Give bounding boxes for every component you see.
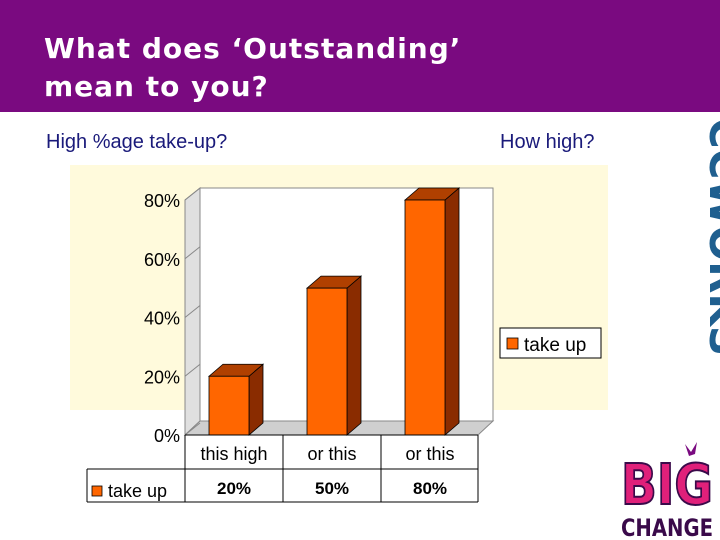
big-change-logo: BIG CHANGE [620,442,714,540]
y-tick-label: 80% [144,191,180,211]
right-label: How high? [500,131,595,153]
bar-side [346,275,362,436]
category-label: or this [307,444,356,464]
gridline-tick [184,187,201,201]
table-row-label: take up [108,481,167,501]
bar-front [208,375,250,436]
big-change-logo-bottom: CHANGE [621,514,713,540]
category-label: or this [405,444,454,464]
category-label: this high [200,444,267,464]
bar [207,363,265,436]
legend: take up [499,327,602,359]
table-value: 50% [315,479,349,498]
bar-front [404,199,446,436]
y-tick-label: 40% [144,309,180,329]
gridline-tick [184,363,201,377]
gridlines [184,187,201,436]
table-value: 20% [217,479,251,498]
y-tick-label: 20% [144,367,180,387]
ccworks-logo-text: CCWORKS [699,118,720,356]
y-tick-label: 0% [154,426,180,446]
bars [207,187,461,436]
bar [305,275,363,436]
gridline-tick [184,305,201,318]
slide-title: What does ‘Outstanding’ mean to you? [44,32,462,103]
bar-front [306,287,348,436]
big-change-logo-top: BIG [621,453,713,518]
ccworks-logo: CCWORKS [699,118,720,356]
legend-swatch [506,337,519,350]
butterfly-icon [685,442,697,456]
left-label: High %age take-up? [46,131,228,153]
gridline-tick [184,246,201,260]
table-legend-swatch [91,485,103,497]
y-axis-ticks: 0% 20% 40% 60% 80% [144,191,180,446]
y-tick-label: 60% [144,250,180,270]
bar-side [444,187,460,436]
legend-label: take up [524,335,586,356]
gridline-tick [184,422,201,436]
bar [403,187,461,436]
data-table: take up this high or this or this 20% 50… [86,434,479,503]
title-banner: What does ‘Outstanding’ mean to you? [0,0,720,112]
table-value: 80% [413,479,447,498]
